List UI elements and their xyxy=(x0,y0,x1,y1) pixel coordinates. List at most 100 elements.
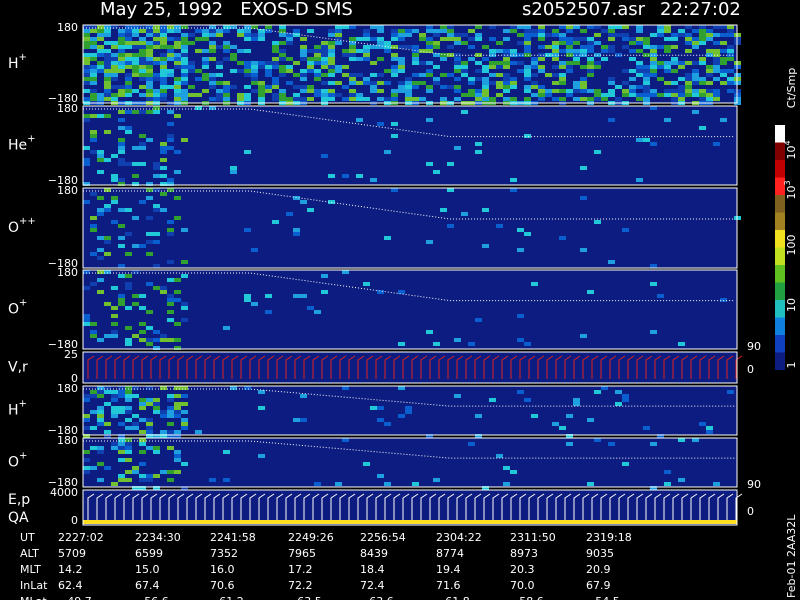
cell xyxy=(160,430,167,434)
cell xyxy=(335,482,342,486)
cell xyxy=(209,106,216,110)
cell xyxy=(552,422,559,426)
cell xyxy=(664,65,671,69)
cell xyxy=(132,29,139,33)
cell xyxy=(146,240,153,244)
cell xyxy=(174,414,181,418)
ephemeris-value: 6599 xyxy=(135,547,163,560)
cell xyxy=(97,236,104,240)
cell xyxy=(111,77,118,81)
label-text: E,p xyxy=(8,492,30,508)
ephemeris-value: 5709 xyxy=(58,547,86,560)
cell xyxy=(321,45,328,49)
cell xyxy=(258,33,265,37)
left-tick-label: 4000 xyxy=(50,486,78,499)
cell xyxy=(90,77,97,81)
cell xyxy=(321,73,328,77)
cell xyxy=(580,89,587,93)
cell xyxy=(223,49,230,53)
cell xyxy=(153,398,160,402)
cell xyxy=(209,97,216,101)
cell xyxy=(118,274,125,278)
cell xyxy=(678,97,685,101)
cell xyxy=(111,200,118,204)
cell xyxy=(125,93,132,97)
cell xyxy=(146,446,153,450)
cell xyxy=(636,178,643,182)
cell xyxy=(272,57,279,61)
trace xyxy=(177,355,185,379)
cell xyxy=(83,53,90,57)
cell xyxy=(552,73,559,77)
cell xyxy=(671,33,678,37)
cell xyxy=(566,41,573,45)
cell xyxy=(118,33,125,37)
cell xyxy=(552,45,559,49)
cell xyxy=(566,93,573,97)
cell xyxy=(104,390,111,394)
cell xyxy=(272,61,279,65)
cell xyxy=(83,450,90,454)
cell xyxy=(244,150,251,154)
cell xyxy=(90,192,97,196)
cell xyxy=(132,162,139,166)
cell xyxy=(132,33,139,37)
trace xyxy=(213,493,221,521)
cell xyxy=(251,69,258,73)
ephemeris-value: −49.7 xyxy=(58,595,92,600)
cell xyxy=(139,37,146,41)
cell xyxy=(104,89,111,93)
trace xyxy=(195,493,203,521)
cell xyxy=(307,57,314,61)
cell xyxy=(377,97,384,101)
cell xyxy=(328,57,335,61)
cell xyxy=(461,69,468,73)
cell xyxy=(594,41,601,45)
ephemeris-value: 62.4 xyxy=(58,579,83,592)
cell xyxy=(426,162,433,166)
cell xyxy=(307,49,314,53)
cell xyxy=(412,53,419,57)
cell xyxy=(181,77,188,81)
cell xyxy=(678,478,685,482)
cell xyxy=(181,69,188,73)
cell xyxy=(559,81,566,85)
cell xyxy=(475,434,482,438)
cell xyxy=(153,434,160,438)
cell xyxy=(258,97,265,101)
trace xyxy=(240,493,248,521)
cell xyxy=(97,93,104,97)
cell xyxy=(132,73,139,77)
right-tick-label: 90 xyxy=(747,478,761,491)
cell xyxy=(251,77,258,81)
cell xyxy=(265,69,272,73)
cell xyxy=(258,89,265,93)
cell xyxy=(650,61,657,65)
cell xyxy=(160,73,167,77)
cell xyxy=(524,342,531,346)
cell xyxy=(111,25,118,29)
cell xyxy=(223,450,230,454)
cell xyxy=(636,73,643,77)
cell xyxy=(601,93,608,97)
cell xyxy=(524,65,531,69)
cell xyxy=(426,61,433,65)
cell xyxy=(167,478,174,482)
cell xyxy=(223,29,230,33)
cell xyxy=(97,37,104,41)
cell xyxy=(321,97,328,101)
cell xyxy=(153,45,160,49)
cell xyxy=(286,33,293,37)
cell xyxy=(650,106,657,110)
cell xyxy=(699,97,706,101)
cell xyxy=(405,97,412,101)
cell xyxy=(104,430,111,434)
cell xyxy=(419,73,426,77)
cell xyxy=(111,482,118,486)
cell xyxy=(118,146,125,150)
cell xyxy=(335,37,342,41)
trace xyxy=(294,493,302,521)
cell xyxy=(111,154,118,158)
cell xyxy=(377,57,384,61)
cell xyxy=(83,270,90,274)
